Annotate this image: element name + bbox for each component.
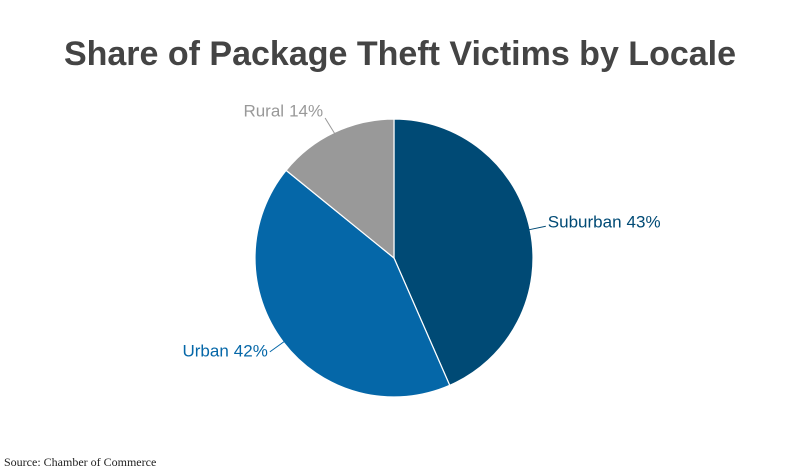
data-label: Urban 42% — [182, 342, 267, 361]
value-label: 14% — [289, 102, 323, 121]
leader-line — [324, 117, 336, 135]
source-note: Source: Chamber of Commerce — [4, 455, 156, 469]
category-label: Suburban — [548, 213, 622, 232]
category-label: Rural — [243, 102, 284, 121]
value-label: 42% — [234, 342, 268, 361]
value-label: 43% — [627, 213, 661, 232]
data-label: Suburban 43% — [548, 213, 661, 232]
leader-line — [269, 340, 286, 353]
chart-title: Share of Package Theft Victims by Locale — [64, 35, 736, 73]
leader-line — [527, 225, 546, 231]
data-label: Rural 14% — [243, 102, 323, 121]
category-label: Urban — [182, 342, 228, 361]
